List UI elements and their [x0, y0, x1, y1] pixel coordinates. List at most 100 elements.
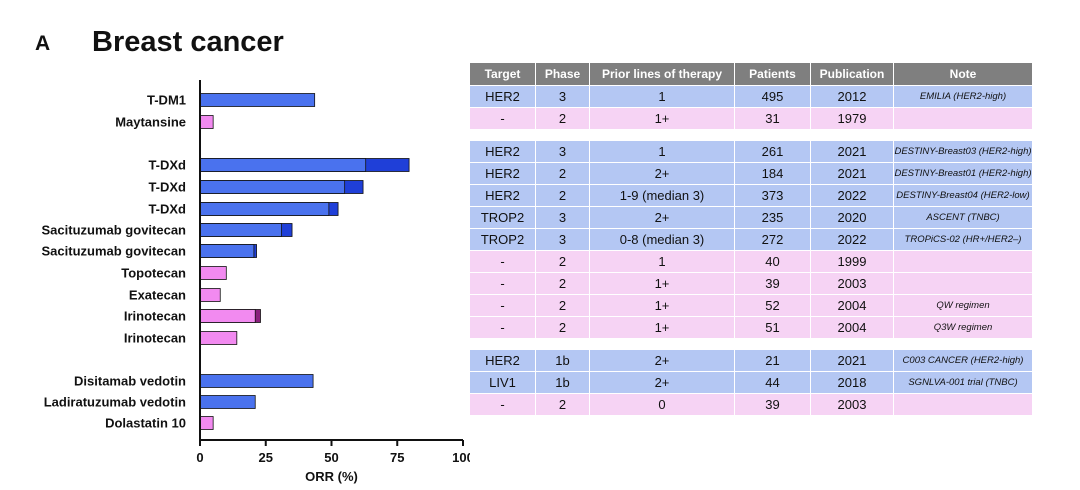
cell-patients: 39	[735, 273, 811, 294]
cell-target: TROP2	[470, 229, 536, 250]
orr-bar-chart: T-DM1 Maytansine T-DXd T-DXd T-DXd Sacituzuma…	[42, 80, 470, 484]
cell-patients: 31	[735, 108, 811, 129]
cell-publication: 2020	[811, 207, 894, 228]
table-row: HER2 2 1-9 (median 3) 373 2022 DESTINY-Breast…	[470, 185, 1033, 206]
table-row: -2 0 39 2003	[470, 394, 1033, 415]
category-label: Exatecan	[129, 288, 186, 303]
panel-letter: A	[35, 32, 51, 55]
table-row: LIV1 1b 2+ 44 2018 SGNLVA-001 trial (TNBC)	[470, 372, 1033, 393]
bar	[199, 374, 314, 388]
cell-target: -	[470, 317, 536, 338]
cell-target: HER2	[470, 86, 536, 107]
table-row: HER2 1b 2+ 21 2021 C003 CANCER (HER2-high)	[470, 350, 1033, 371]
cell-publication: 2004	[811, 295, 894, 316]
cell-patients: 51	[735, 317, 811, 338]
column-header-prior-lines: Prior lines of therapy	[590, 63, 735, 85]
table-row: -2 1 40 1999	[470, 251, 1033, 272]
bar	[199, 309, 256, 323]
cell-patients: 52	[735, 295, 811, 316]
cell-note	[894, 394, 1033, 415]
category-label: Maytansine	[115, 115, 186, 130]
cell-patients: 39	[735, 394, 811, 415]
cell-prior-lines: 2+	[590, 350, 735, 371]
category-label: Disitamab vedotin	[74, 374, 186, 389]
cell-prior-lines: 1	[590, 251, 735, 272]
table-row: TROP2 3 0-8 (median 3) 272 2022 TROPiCS-02 (H…	[470, 229, 1033, 250]
cell-prior-lines: 1+	[590, 317, 735, 338]
category-label: Topotecan	[121, 266, 186, 281]
cell-publication: 2021	[811, 141, 894, 162]
table-row: HER2 2 2+ 184 2021 DESTINY-Breast01 (HER2-hig…	[470, 163, 1033, 184]
cell-target: TROP2	[470, 207, 536, 228]
cell-prior-lines: 2+	[590, 372, 735, 393]
table-spacer-row	[470, 339, 1033, 349]
bar	[199, 266, 227, 280]
bar	[199, 395, 256, 409]
panel-title: Breast cancer	[92, 26, 284, 58]
cell-target: -	[470, 394, 536, 415]
bar	[199, 244, 255, 258]
cell-phase: 2	[536, 251, 590, 272]
table-row: -2 1+ 31 1979	[470, 108, 1033, 129]
cell-publication: 1979	[811, 108, 894, 129]
cell-note	[894, 108, 1033, 129]
bar	[199, 331, 238, 345]
category-label: Sacituzumab govitecan	[42, 244, 187, 259]
cell-target: LIV1	[470, 372, 536, 393]
trial-table: Target Phase Prior lines of therapy Pati…	[470, 62, 1033, 416]
cell-patients: 235	[735, 207, 811, 228]
column-header-publication: Publication	[811, 63, 894, 85]
cell-note: SGNLVA-001 trial (TNBC)	[894, 372, 1033, 393]
cell-phase: 1b	[536, 372, 590, 393]
bar	[199, 158, 367, 172]
cell-prior-lines: 1	[590, 86, 735, 107]
table-row: HER2 3 1 261 2021 DESTINY-Breast03 (HER2-high…	[470, 141, 1033, 162]
cell-phase: 2	[536, 163, 590, 184]
cell-publication: 2021	[811, 350, 894, 371]
category-label: Irinotecan	[124, 331, 186, 346]
cell-note: C003 CANCER (HER2-high)	[894, 350, 1033, 371]
cell-publication: 2004	[811, 317, 894, 338]
cell-target: -	[470, 108, 536, 129]
x-tick-label: 25	[259, 450, 273, 465]
category-label: T-DXd	[148, 158, 186, 173]
cell-target: HER2	[470, 141, 536, 162]
table-header-row: Target Phase Prior lines of therapy Pati…	[470, 63, 1033, 85]
cell-note: DESTINY-Breast04 (HER2-low)	[894, 185, 1033, 206]
cell-prior-lines: 1+	[590, 295, 735, 316]
cell-phase: 2	[536, 273, 590, 294]
cell-publication: 2021	[811, 163, 894, 184]
cell-prior-lines: 1+	[590, 108, 735, 129]
cell-prior-lines: 2+	[590, 163, 735, 184]
table-row: -2 1+ 52 2004 QW regimen	[470, 295, 1033, 316]
cell-target: HER2	[470, 185, 536, 206]
spacer-cell	[470, 339, 1033, 349]
cell-target: -	[470, 295, 536, 316]
cell-note: DESTINY-Breast03 (HER2-high)	[894, 141, 1033, 162]
cell-phase: 3	[536, 229, 590, 250]
table-row: HER2 3 1 495 2012 EMILIA (HER2-high)	[470, 86, 1033, 107]
category-label: Irinotecan	[124, 309, 186, 324]
spacer-cell	[470, 130, 1033, 140]
cell-note: ASCENT (TNBC)	[894, 207, 1033, 228]
cell-note: QW regimen	[894, 295, 1033, 316]
table-row: -2 1+ 39 2003	[470, 273, 1033, 294]
cell-patients: 40	[735, 251, 811, 272]
cell-phase: 1b	[536, 350, 590, 371]
category-label: T-DXd	[148, 180, 186, 195]
category-label: Dolastatin 10	[105, 416, 186, 431]
bar	[199, 202, 330, 216]
x-tick-label: 50	[324, 450, 338, 465]
cell-phase: 3	[536, 141, 590, 162]
column-header-patients: Patients	[735, 63, 811, 85]
cell-publication: 2022	[811, 185, 894, 206]
cell-note: EMILIA (HER2-high)	[894, 86, 1033, 107]
column-header-note: Note	[894, 63, 1033, 85]
cell-note	[894, 273, 1033, 294]
bar	[199, 115, 214, 129]
cell-patients: 272	[735, 229, 811, 250]
x-tick-label: 100	[452, 450, 470, 465]
cell-publication: 2003	[811, 273, 894, 294]
cell-phase: 3	[536, 86, 590, 107]
column-header-phase: Phase	[536, 63, 590, 85]
